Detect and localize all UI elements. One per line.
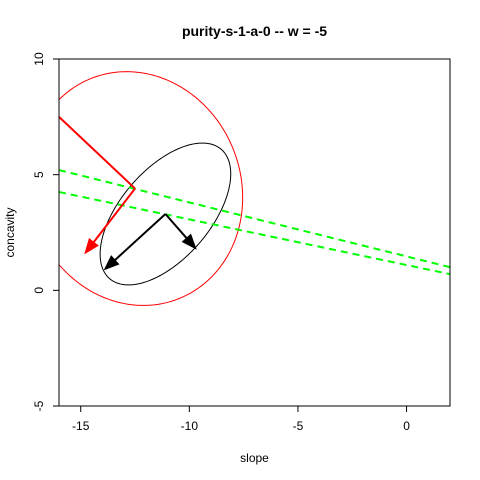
green-dashed-lower — [59, 191, 450, 276]
red-axis-arrow — [84, 187, 136, 255]
x-tick-label: 0 — [403, 419, 410, 433]
red-axis-arrow-shaft — [92, 187, 136, 243]
x-tick-label: -5 — [293, 419, 304, 433]
red-axis-line-shaft — [59, 116, 136, 190]
black-ellipse — [99, 142, 232, 286]
red-axis-line — [59, 116, 136, 190]
x-tick-label: -15 — [72, 419, 90, 433]
plot-frame — [58, 58, 451, 407]
plot-content — [59, 71, 450, 306]
black-axis-arrow-right-shaft — [164, 213, 188, 239]
green-dashed-upper — [59, 169, 450, 269]
y-tick-label: 5 — [32, 171, 46, 178]
x-axis-label: slope — [240, 451, 269, 465]
chart-title: purity-s-1-a-0 -- w = -5 — [182, 23, 327, 39]
y-tick-label: -5 — [32, 400, 46, 411]
red-axis-arrow-head — [84, 238, 99, 255]
black-axis-arrow-left — [103, 213, 167, 271]
red-ellipse — [59, 71, 244, 306]
y-tick-label: 10 — [32, 52, 46, 66]
x-tick-label: -10 — [181, 419, 199, 433]
black-axis-arrow-right-head — [181, 233, 197, 250]
black-axis-arrow-left-shaft — [114, 213, 167, 261]
y-tick-label: 0 — [32, 287, 46, 294]
y-axis-label: concavity — [3, 207, 17, 257]
axes: -15 -10 -5 0 -5 0 5 10 — [32, 52, 410, 433]
black-axis-arrow-right — [164, 213, 197, 250]
